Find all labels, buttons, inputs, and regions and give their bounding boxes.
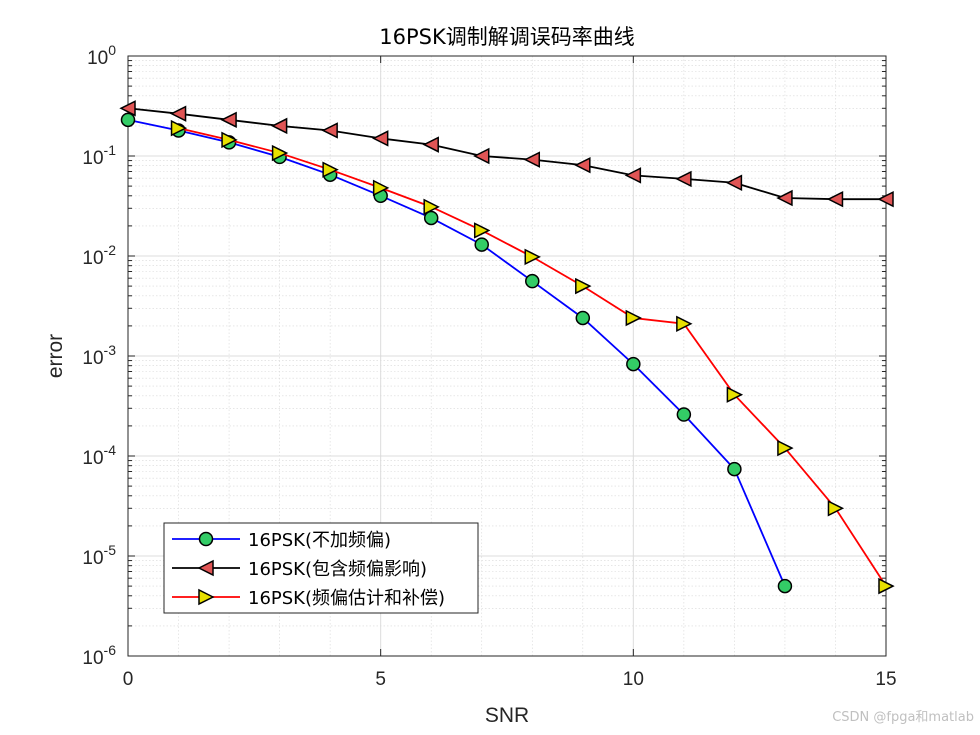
y-tick-label: 10-3 [82,342,116,369]
data-point [170,119,188,137]
data-point [422,136,439,153]
data-point [371,130,389,147]
y-tick-label: 10-4 [82,442,116,469]
y-tick-label: 10-2 [82,242,116,269]
data-point [372,179,390,197]
series-line [127,107,886,201]
y-tick-label: 10-6 [82,642,116,669]
data-point [777,578,793,594]
legend-label: 16PSK(频偏估计和补偿) [248,588,445,609]
data-point [221,131,238,149]
x-axis-label: SNR [485,704,529,727]
data-point [271,144,289,162]
data-point [827,500,845,517]
x-tick-label: 10 [623,669,644,690]
data-point [676,407,692,422]
data-point [474,237,489,252]
y-tick-label: 10-5 [82,542,116,569]
data-point [220,111,237,129]
data-point [776,189,793,207]
y-axis-label: error [44,334,67,378]
axes-box [127,55,887,657]
x-tick-label: 15 [875,669,896,690]
data-point [473,147,490,165]
data-point [675,170,692,188]
data-point [423,210,439,226]
legend: 16PSK(不加频偏) 16PSK(包含频偏影响) 16PSK(频偏估计和补偿) [163,522,479,614]
x-tick-label: 0 [123,669,134,690]
data-point [725,174,743,191]
legend-marker [198,588,215,606]
data-point [524,248,541,266]
watermark: CSDN @fpga和matlab [832,710,974,725]
data-point [321,122,338,139]
data-point [169,105,187,122]
data-point [826,190,844,208]
data-point [270,117,288,135]
data-point [777,439,794,457]
data-point [120,112,136,128]
data-point [575,277,592,295]
data-point [877,190,894,208]
data-point [878,577,895,595]
data-point [119,100,136,117]
data-point [626,356,641,372]
legend-marker [197,559,214,577]
series-3 [170,119,895,595]
data-point [676,315,693,332]
data-point [575,310,591,326]
y-tick-label: 10-1 [82,142,116,169]
data-point [525,273,540,289]
x-tick-label: 5 [375,669,386,690]
data-point [624,167,642,184]
series-2 [119,100,894,208]
data-point [726,386,744,403]
data-point [523,151,541,168]
data-point [423,198,440,216]
data-point [473,222,491,239]
y-tick-label: 100 [87,42,116,69]
data-point [322,161,339,178]
data-point [625,309,643,327]
chart-title: 16PSK调制解调误码率曲线 [379,25,635,49]
legend-label: 16PSK(包含频偏影响) [248,559,427,580]
series-line [127,118,786,587]
legend-marker [198,531,214,547]
legend-label: 16PSK(不加频偏) [248,530,391,551]
data-point [574,156,591,174]
data-point [727,461,742,477]
